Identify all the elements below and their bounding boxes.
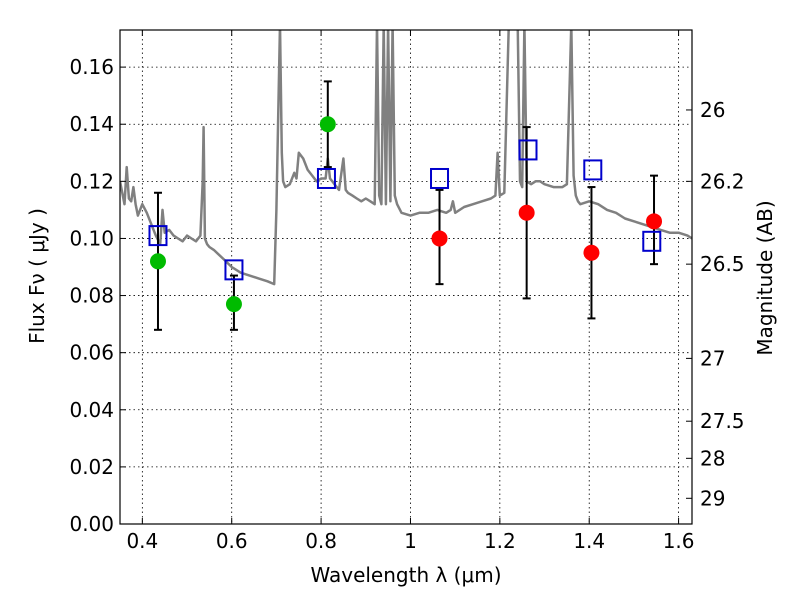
y-tick-labels: 0.00 0.02 0.04 0.06 0.08 0.10 0.12 0.14 0.16 — [69, 55, 114, 536]
red-data-point — [518, 204, 535, 221]
y-tick-label: 0.10 — [69, 226, 114, 250]
grid — [120, 30, 692, 525]
y-axis-label: Flux Fν ( μJy ) — [25, 208, 49, 344]
model-box — [148, 225, 168, 247]
x-tick-labels: 0.4 0.6 0.8 1 1.2 1.4 1.6 — [126, 529, 694, 553]
y-tick-label: 0.00 — [69, 512, 114, 536]
x-tick-label: 1.6 — [663, 529, 695, 553]
plot-frame — [119, 29, 693, 525]
y-tick-label: 0.12 — [69, 169, 114, 193]
x-tick-label: 0.4 — [126, 529, 158, 553]
red-data-point — [583, 244, 600, 261]
green-data-point — [319, 116, 336, 133]
red-data-point — [646, 213, 663, 230]
points-layer — [149, 116, 663, 313]
y-tick-label: 0.08 — [69, 284, 114, 308]
x-tick-label: 0.6 — [216, 529, 248, 553]
x-tick-label: 1.2 — [484, 529, 516, 553]
x-axis-label: Wavelength λ (μm) — [310, 563, 501, 587]
red-data-point — [431, 230, 448, 247]
model-box — [642, 230, 662, 252]
y-tick-label: 0.06 — [69, 341, 114, 365]
x-tick-label: 0.8 — [305, 529, 337, 553]
x-tick-label: 1.4 — [573, 529, 605, 553]
model-box — [224, 259, 244, 281]
y2-tick-label: 27 — [700, 346, 725, 370]
x-tick-label: 1 — [404, 529, 417, 553]
y2-tick-label: 27.5 — [700, 409, 745, 433]
y2-tick-label: 28 — [700, 446, 725, 470]
model-boxes-layer — [148, 139, 662, 281]
model-box — [583, 159, 603, 181]
y-tick-label: 0.14 — [69, 112, 114, 136]
ticks — [120, 30, 692, 525]
spectrum-line — [120, 30, 692, 286]
y2-tick-labels: 26 26.2 26.5 27 27.5 28 29 — [700, 98, 745, 510]
errorbar-layer — [153, 80, 659, 331]
y-tick-label: 0.16 — [69, 55, 114, 79]
y2-axis-label: Magnitude (AB) — [753, 200, 777, 355]
y2-tick-label: 26.2 — [700, 169, 745, 193]
model-box — [316, 167, 336, 189]
y2-tick-label: 29 — [700, 486, 725, 510]
y-tick-label: 0.04 — [69, 398, 114, 422]
y2-tick-label: 26 — [700, 98, 725, 122]
model-box — [518, 139, 538, 161]
y-tick-label: 0.02 — [69, 455, 114, 479]
model-box — [430, 167, 450, 189]
y2-tick-label: 26.5 — [700, 252, 745, 276]
spectrum-layer — [120, 30, 692, 286]
green-data-point — [225, 296, 242, 313]
green-data-point — [149, 253, 166, 270]
